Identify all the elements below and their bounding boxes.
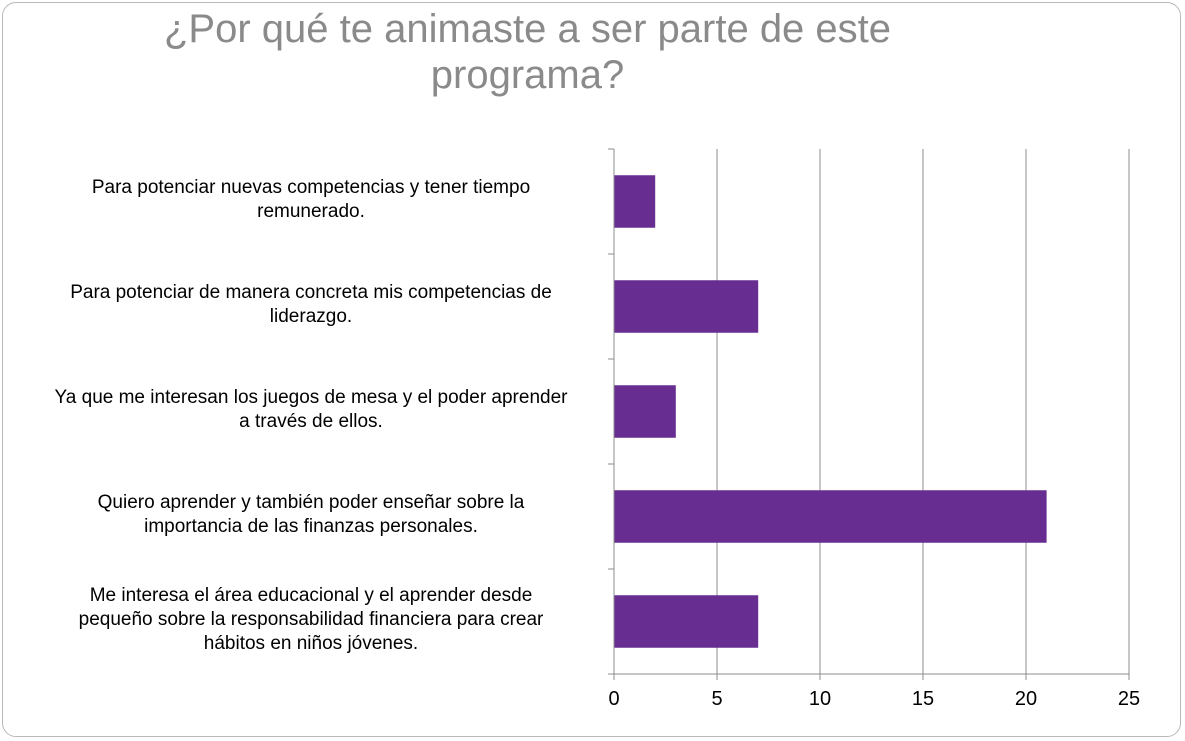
category-label-line: Quiero aprender y también poder enseñar … xyxy=(97,491,525,513)
category-label-line: liderazgo. xyxy=(269,305,353,327)
chart-title-line-2: programa? xyxy=(430,53,625,97)
category-label: Me interesa el área educacional y el apr… xyxy=(26,584,596,656)
axes xyxy=(608,148,1130,680)
bars xyxy=(614,175,1047,648)
category-label-line: Ya que me interesan los juegos de mesa y… xyxy=(54,386,568,408)
x-tick-labels: 0 5 10 15 20 25 xyxy=(608,688,1140,710)
bar xyxy=(614,175,656,228)
bar xyxy=(614,385,676,438)
category-label: Para potenciar nuevas competencias y ten… xyxy=(26,176,596,224)
x-tick-label: 5 xyxy=(711,688,722,710)
chart-title-line-1: ¿Por qué te animaste a ser parte de este xyxy=(163,7,892,51)
bar xyxy=(614,490,1047,543)
category-label: Quiero aprender y también poder enseñar … xyxy=(26,491,596,539)
x-tick-label: 15 xyxy=(912,688,934,710)
category-label: Ya que me interesan los juegos de mesa y… xyxy=(26,386,596,434)
gridlines xyxy=(716,149,1130,674)
category-label-line: importancia de las finanzas personales. xyxy=(144,515,478,537)
category-label-line: Para potenciar nuevas competencias y ten… xyxy=(91,176,531,198)
category-label-line: pequeño sobre la responsabilidad financi… xyxy=(78,608,544,630)
category-label-line: remunerado. xyxy=(257,200,365,222)
category-label-line: Para potenciar de manera concreta mis co… xyxy=(70,281,552,303)
x-tick-label: 25 xyxy=(1118,688,1140,710)
chart-title: ¿Por qué te animaste a ser parte de este… xyxy=(0,6,1055,98)
category-label: Para potenciar de manera concreta mis co… xyxy=(26,281,596,329)
category-label-line: hábitos en niños jóvenes. xyxy=(203,632,419,654)
bar xyxy=(614,595,759,648)
x-tick-label: 0 xyxy=(608,688,619,710)
category-label-line: a través de ellos. xyxy=(239,410,383,432)
category-label-line: Me interesa el área educacional y el apr… xyxy=(89,584,533,606)
x-tick-label: 10 xyxy=(809,688,831,710)
bar xyxy=(614,280,759,333)
x-tick-label: 20 xyxy=(1015,688,1037,710)
